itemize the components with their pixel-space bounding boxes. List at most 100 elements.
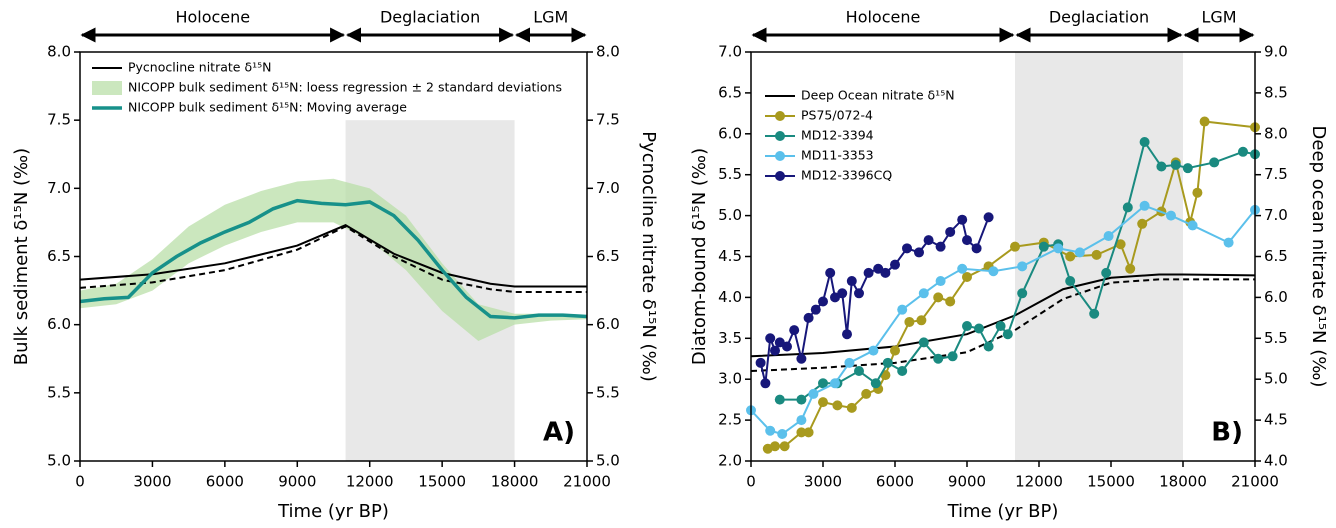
data-point	[808, 388, 819, 399]
data-point	[1065, 276, 1076, 287]
data-point	[1002, 329, 1013, 340]
y-tick-label: 6.0	[718, 124, 742, 142]
data-point	[962, 235, 972, 246]
y-tick-label: 6.5	[47, 247, 71, 265]
y2-tick-label: 5.0	[1264, 370, 1288, 388]
data-point	[870, 378, 881, 389]
y2-tick-label: 5.5	[1264, 329, 1288, 347]
data-point	[796, 394, 807, 405]
data-point	[832, 400, 843, 411]
x-tick-label: 0	[746, 473, 756, 491]
data-point	[796, 427, 807, 438]
data-point	[1065, 251, 1076, 262]
data-point	[1089, 308, 1100, 319]
data-point	[755, 357, 766, 368]
data-point	[1223, 237, 1234, 248]
data-point	[830, 378, 840, 389]
data-point	[803, 312, 814, 323]
period-label: Holocene	[175, 8, 250, 27]
x-tick-label: 15000	[1087, 473, 1135, 491]
data-point	[1038, 241, 1049, 252]
x-tick-label: 12000	[1015, 473, 1063, 491]
x-axis-label: Time (yr BP)	[277, 501, 389, 522]
y-axis-label: Bulk sediment δ¹⁵N (‰)	[11, 148, 32, 365]
series-line	[750, 273, 1256, 358]
x-tick-label: 12000	[346, 473, 394, 491]
data-point	[983, 341, 994, 352]
x-tick-label: 18000	[491, 473, 539, 491]
data-point	[765, 425, 776, 436]
data-point	[803, 427, 814, 438]
y-tick-label: 2.5	[718, 411, 742, 429]
data-point	[918, 337, 929, 348]
data-point	[897, 366, 908, 377]
y-tick-label: 8.0	[47, 43, 71, 61]
y2-tick-label: 4.0	[1264, 452, 1288, 470]
y2-tick-label: 7.0	[596, 179, 620, 197]
y-tick-label: 4.0	[718, 288, 742, 306]
legend-label: MD12-3394	[801, 128, 874, 143]
data-point	[962, 321, 972, 332]
y2-tick-label: 7.0	[1264, 206, 1288, 224]
data-point	[779, 441, 790, 452]
data-point	[818, 378, 828, 389]
data-point	[1017, 261, 1028, 272]
legend-label: NICOPP bulk sediment δ¹⁵N: Moving averag…	[128, 100, 407, 115]
x-tick-label: 0	[75, 473, 85, 491]
legend-label: MD11-3353	[801, 148, 874, 163]
data-point	[837, 288, 848, 299]
x-axis-label: Time (yr BP)	[947, 501, 1059, 522]
data-point	[868, 345, 879, 356]
data-point	[796, 415, 807, 426]
period-label: LGM	[533, 8, 568, 27]
data-point	[923, 235, 934, 246]
data-point	[1139, 200, 1150, 211]
y-tick-label: 2.0	[718, 452, 742, 470]
y2-tick-label: 6.5	[1264, 247, 1288, 265]
data-point	[760, 378, 771, 389]
data-point	[1122, 202, 1133, 213]
legend-marker	[775, 111, 785, 121]
data-point	[1053, 243, 1064, 254]
legend-swatch	[92, 81, 122, 95]
data-point	[789, 325, 800, 336]
data-point	[810, 304, 821, 315]
data-point	[1103, 231, 1114, 242]
data-point	[1125, 263, 1136, 274]
data-point	[1187, 220, 1198, 231]
panel: 0 3000 6000 9000 12000 15000 18000 21000 2.0 2.5 3…	[689, 8, 1329, 523]
data-point	[916, 315, 927, 326]
data-point	[1115, 239, 1126, 250]
data-point	[902, 243, 912, 254]
data-point	[995, 321, 1006, 332]
y-tick-label: 7.0	[47, 179, 71, 197]
x-tick-label: 21000	[1231, 473, 1279, 491]
data-point	[842, 329, 852, 340]
panel: 0 3000 6000 9000 12000 15000 18000 21000 5.0 5.5 6…	[11, 8, 659, 523]
data-point	[947, 351, 958, 362]
data-point	[935, 276, 946, 287]
period-label: Holocene	[846, 8, 921, 27]
y2-tick-label: 4.5	[1264, 411, 1288, 429]
y-tick-label: 6.5	[718, 83, 742, 101]
y-tick-label: 6.0	[47, 315, 71, 333]
data-point	[846, 402, 857, 413]
data-point	[1166, 210, 1176, 221]
x-tick-label: 18000	[1159, 473, 1207, 491]
data-point	[945, 226, 956, 237]
y-tick-label: 7.5	[47, 111, 71, 129]
y-tick-label: 3.0	[718, 370, 742, 388]
x-tick-label: 3000	[133, 473, 171, 491]
data-point	[854, 366, 864, 377]
y-tick-label: 5.0	[47, 452, 71, 470]
data-point	[918, 288, 929, 299]
data-point	[897, 304, 908, 315]
y2-tick-label: 6.5	[596, 247, 620, 265]
y2-tick-label: 5.0	[596, 452, 620, 470]
data-point	[890, 345, 900, 356]
data-point	[777, 429, 788, 440]
data-point	[782, 341, 792, 352]
y2-tick-label: 7.5	[596, 111, 620, 129]
y-tick-label: 5.5	[47, 383, 71, 401]
data-point	[1170, 159, 1181, 170]
